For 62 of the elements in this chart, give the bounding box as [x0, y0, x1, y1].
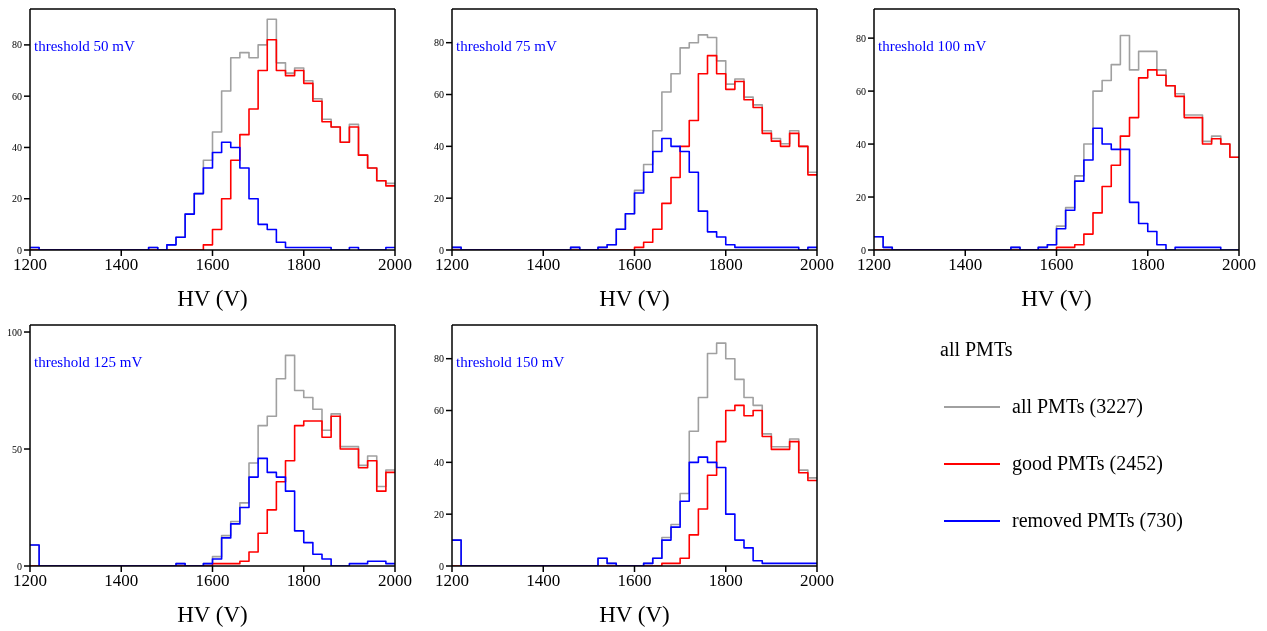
y-tick-label: 20 — [12, 193, 22, 205]
y-tick-label: 20 — [434, 192, 444, 204]
x-tick-label: 1800 — [286, 571, 321, 591]
annotation: threshold 50 mV — [34, 38, 135, 55]
y-tick-label: 80 — [12, 39, 22, 51]
y-tick-label: 50 — [12, 443, 22, 455]
x-axis-title: HV (V) — [177, 286, 248, 311]
y-tick-label: 60 — [856, 85, 866, 97]
x-tick-label: 1800 — [708, 255, 743, 275]
legend-title: all PMTs — [940, 338, 1014, 361]
y-tick-label: 40 — [12, 142, 22, 153]
x-tick-label: 1600 — [1039, 255, 1074, 275]
y-tick-label: 60 — [12, 90, 22, 102]
x-axis-title: HV (V) — [177, 602, 248, 627]
y-tick-label: 0 — [439, 560, 444, 572]
x-tick-label: 1400 — [526, 255, 561, 275]
x-tick-label: 1600 — [617, 255, 652, 275]
y-tick-label: 100 — [7, 326, 22, 338]
x-axis-title: HV (V) — [599, 286, 670, 311]
y-tick-label: 40 — [434, 140, 444, 152]
y-tick-label: 60 — [434, 405, 444, 417]
legend-label: good PMTs (2452) — [1012, 452, 1163, 475]
x-axis-title: HV (V) — [1021, 286, 1092, 311]
x-tick-label: 1600 — [195, 255, 230, 275]
y-tick-label: 0 — [861, 244, 866, 256]
y-tick-label: 20 — [434, 508, 444, 520]
x-tick-label: 1400 — [948, 255, 983, 275]
x-tick-label: 2000 — [800, 255, 834, 275]
y-tick-label: 0 — [17, 560, 22, 572]
annotation: threshold 75 mV — [456, 38, 557, 55]
x-tick-label: 1600 — [617, 571, 652, 591]
annotation: threshold 100 mV — [878, 38, 987, 55]
y-tick-label: 40 — [434, 456, 444, 468]
x-tick-label: 2000 — [800, 571, 834, 591]
y-tick-label: 40 — [856, 138, 866, 150]
y-tick-label: 60 — [434, 89, 444, 101]
y-tick-label: 80 — [856, 32, 866, 44]
annotation: threshold 150 mV — [456, 354, 565, 371]
y-tick-label: 0 — [439, 244, 444, 256]
x-tick-label: 1600 — [195, 571, 230, 591]
legend-label: removed PMTs (730) — [1012, 509, 1183, 532]
annotation: threshold 125 mV — [34, 354, 143, 371]
x-tick-label: 1400 — [104, 571, 139, 591]
x-tick-label: 2000 — [1222, 255, 1256, 275]
x-tick-label: 1400 — [104, 255, 139, 275]
x-tick-label: 1800 — [1130, 255, 1165, 275]
x-tick-label: 2000 — [378, 571, 412, 591]
x-tick-label: 1200 — [435, 571, 469, 591]
y-tick-label: 20 — [856, 191, 866, 203]
x-tick-label: 1200 — [13, 571, 47, 591]
x-tick-label: 1400 — [526, 571, 561, 591]
x-tick-label: 1200 — [435, 255, 469, 275]
y-tick-label: 80 — [434, 37, 444, 49]
x-tick-label: 1800 — [286, 255, 321, 275]
legend-label: all PMTs (3227) — [1012, 395, 1143, 418]
x-tick-label: 1200 — [13, 255, 47, 275]
x-tick-label: 2000 — [378, 255, 412, 275]
y-tick-label: 0 — [17, 244, 22, 256]
x-tick-label: 1200 — [857, 255, 891, 275]
x-tick-label: 1800 — [708, 571, 743, 591]
y-tick-label: 80 — [434, 353, 444, 365]
x-axis-title: HV (V) — [599, 602, 670, 627]
